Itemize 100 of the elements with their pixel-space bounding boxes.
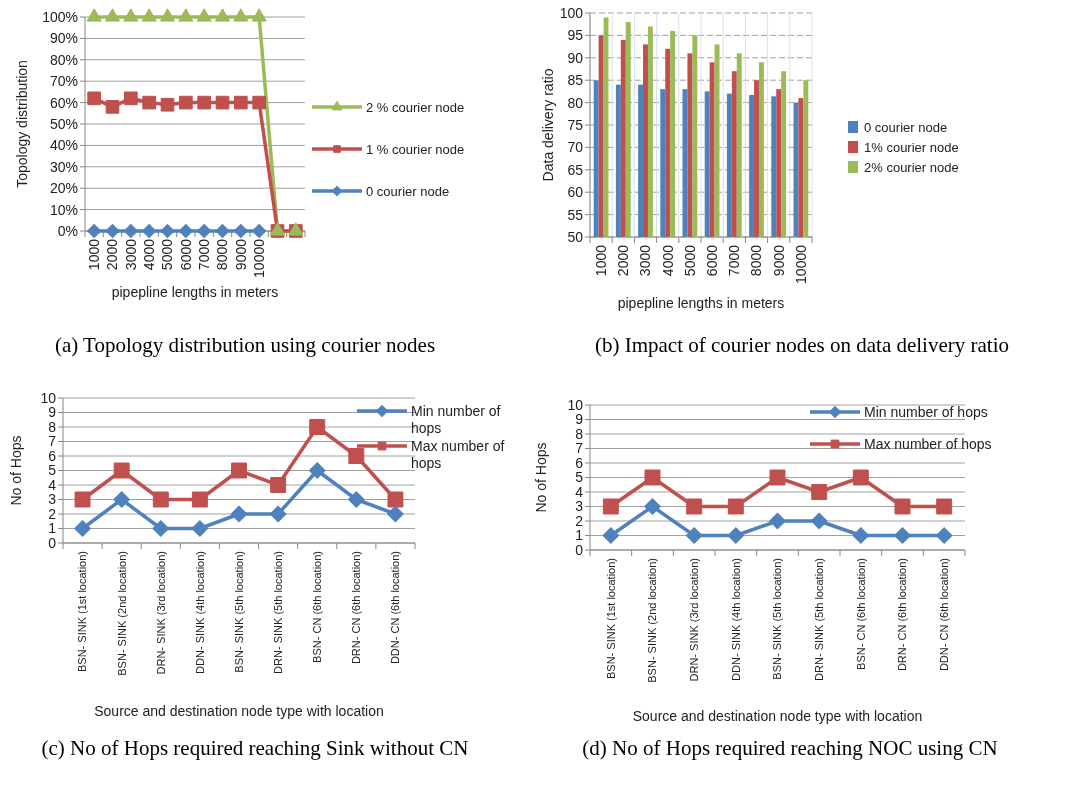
y-tick-label: 80 <box>567 94 584 111</box>
point <box>270 477 287 493</box>
point <box>852 527 870 544</box>
point <box>214 8 231 22</box>
y-tick-label: 30% <box>49 158 78 175</box>
text: (b) Impact of courier nodes on data delivery ratio <box>594 333 1010 357</box>
point <box>113 462 130 479</box>
y-tick-label: 5 <box>575 469 584 486</box>
legend-label: Min number of hops <box>864 403 988 420</box>
x-tick-label: 10000 <box>792 244 809 284</box>
point <box>191 520 209 537</box>
y-tick-label: 50 <box>567 228 584 245</box>
point <box>251 8 267 22</box>
x-tick-label: DRN- SINK (5th location) <box>813 558 826 681</box>
legend-label: Max number of hops <box>864 435 992 452</box>
point <box>178 8 194 22</box>
y-tick-label: 100% <box>42 8 78 25</box>
x-tick-label: BSN- SINK (1st location) <box>604 558 617 680</box>
x-tick-label: BSN- SINK (1st location) <box>76 551 89 673</box>
point <box>160 97 175 112</box>
x-tick-label: 7000 <box>196 238 213 271</box>
x-tick-label: DRN- SINK (3rd location) <box>688 558 701 682</box>
x-tick-label: BSN- SINK (5th location) <box>771 558 784 680</box>
point <box>348 491 365 508</box>
x-tick-label: DRN- CN (6th location) <box>350 551 363 665</box>
y-tick-label: 8 <box>575 425 584 442</box>
text: (c) No of Hops required reaching Sink without CN <box>41 736 469 760</box>
point <box>123 8 139 22</box>
point <box>233 8 249 22</box>
y-tick-label: 7 <box>48 433 57 450</box>
y-tick-label: 60 <box>567 184 584 201</box>
y-tick-label: 0 <box>575 541 584 558</box>
y-tick-label: 1 <box>48 520 57 537</box>
y-tick-label: 4 <box>48 476 57 493</box>
point <box>686 498 703 515</box>
y-tick-label: 8 <box>48 418 57 435</box>
legend-label: 1% courier node <box>864 139 959 155</box>
x-tick-label: DDN- SINK (4th location) <box>729 558 742 681</box>
x-tick-label: 2000 <box>615 244 632 277</box>
x-tick-label: 2000 <box>104 238 121 271</box>
point <box>602 498 619 515</box>
x-tick-label: 5000 <box>681 244 698 277</box>
x-tick-label: DRN- CN (6th location) <box>896 558 909 672</box>
point <box>105 100 120 114</box>
y-tick-label: 60% <box>49 94 78 111</box>
x-tick-label: 10000 <box>251 238 268 278</box>
point <box>104 8 121 22</box>
legend-label: 0 courier node <box>366 183 450 199</box>
point <box>142 95 156 110</box>
y-tick-label: 80% <box>49 51 78 68</box>
x-tick-label: DRN- SINK (5th location) <box>271 551 284 674</box>
x-tick-label: DRN- SINK (3rd location) <box>154 551 167 675</box>
y-axis-title: No of Hops <box>7 435 24 506</box>
point <box>123 223 138 239</box>
point <box>105 223 120 239</box>
y-tick-label: 10% <box>49 201 78 218</box>
point <box>215 223 230 239</box>
y-tick-label: 20% <box>49 180 78 197</box>
point <box>142 223 157 239</box>
x-tick-label: 1000 <box>86 238 103 271</box>
x-tick-label: 3000 <box>122 238 139 271</box>
y-tick-label: 2 <box>575 512 584 529</box>
text: (d) No of Hops required reaching NOC using CN <box>582 736 998 760</box>
y-tick-label: 6 <box>48 447 57 464</box>
point <box>196 8 212 22</box>
point <box>269 505 287 523</box>
y-axis-title: No of Hops <box>532 442 549 513</box>
y-tick-label: 100 <box>559 4 584 21</box>
x-tick-label: 6000 <box>177 238 194 271</box>
y-tick-label: 1 <box>575 527 584 544</box>
point <box>811 484 828 500</box>
point <box>894 498 911 515</box>
point <box>231 462 247 479</box>
x-tick-label: BSN- CN (6th location) <box>311 551 324 663</box>
x-tick-label: DDN- CN (6th location) <box>938 558 951 672</box>
point <box>387 491 404 508</box>
point <box>191 491 208 508</box>
y-axis-title: Topology distribution <box>13 60 30 188</box>
point <box>141 8 157 22</box>
text: (a) Topology distribution using courier nodes <box>54 333 436 357</box>
point <box>727 498 744 515</box>
legend-label: Max number of hops <box>411 437 505 471</box>
y-tick-label: 10 <box>567 396 584 413</box>
legend-label: 2% courier node <box>864 159 959 175</box>
point <box>644 498 661 515</box>
point <box>178 223 193 239</box>
y-tick-label: 5 <box>48 462 57 479</box>
x-axis-title: Source and destination node type with location <box>94 703 384 719</box>
y-tick-label: 7 <box>575 440 584 457</box>
point <box>769 512 786 530</box>
y-tick-label: 9 <box>48 404 57 421</box>
x-tick-label: 9000 <box>770 244 787 277</box>
point <box>348 448 365 464</box>
y-tick-label: 95 <box>567 27 584 44</box>
x-tick-label: 5000 <box>159 238 176 271</box>
point <box>252 223 267 239</box>
y-tick-label: 4 <box>575 483 584 500</box>
y-tick-label: 40% <box>49 137 78 154</box>
point <box>159 8 176 22</box>
x-tick-label: BSN- SINK (2nd location) <box>115 551 128 676</box>
